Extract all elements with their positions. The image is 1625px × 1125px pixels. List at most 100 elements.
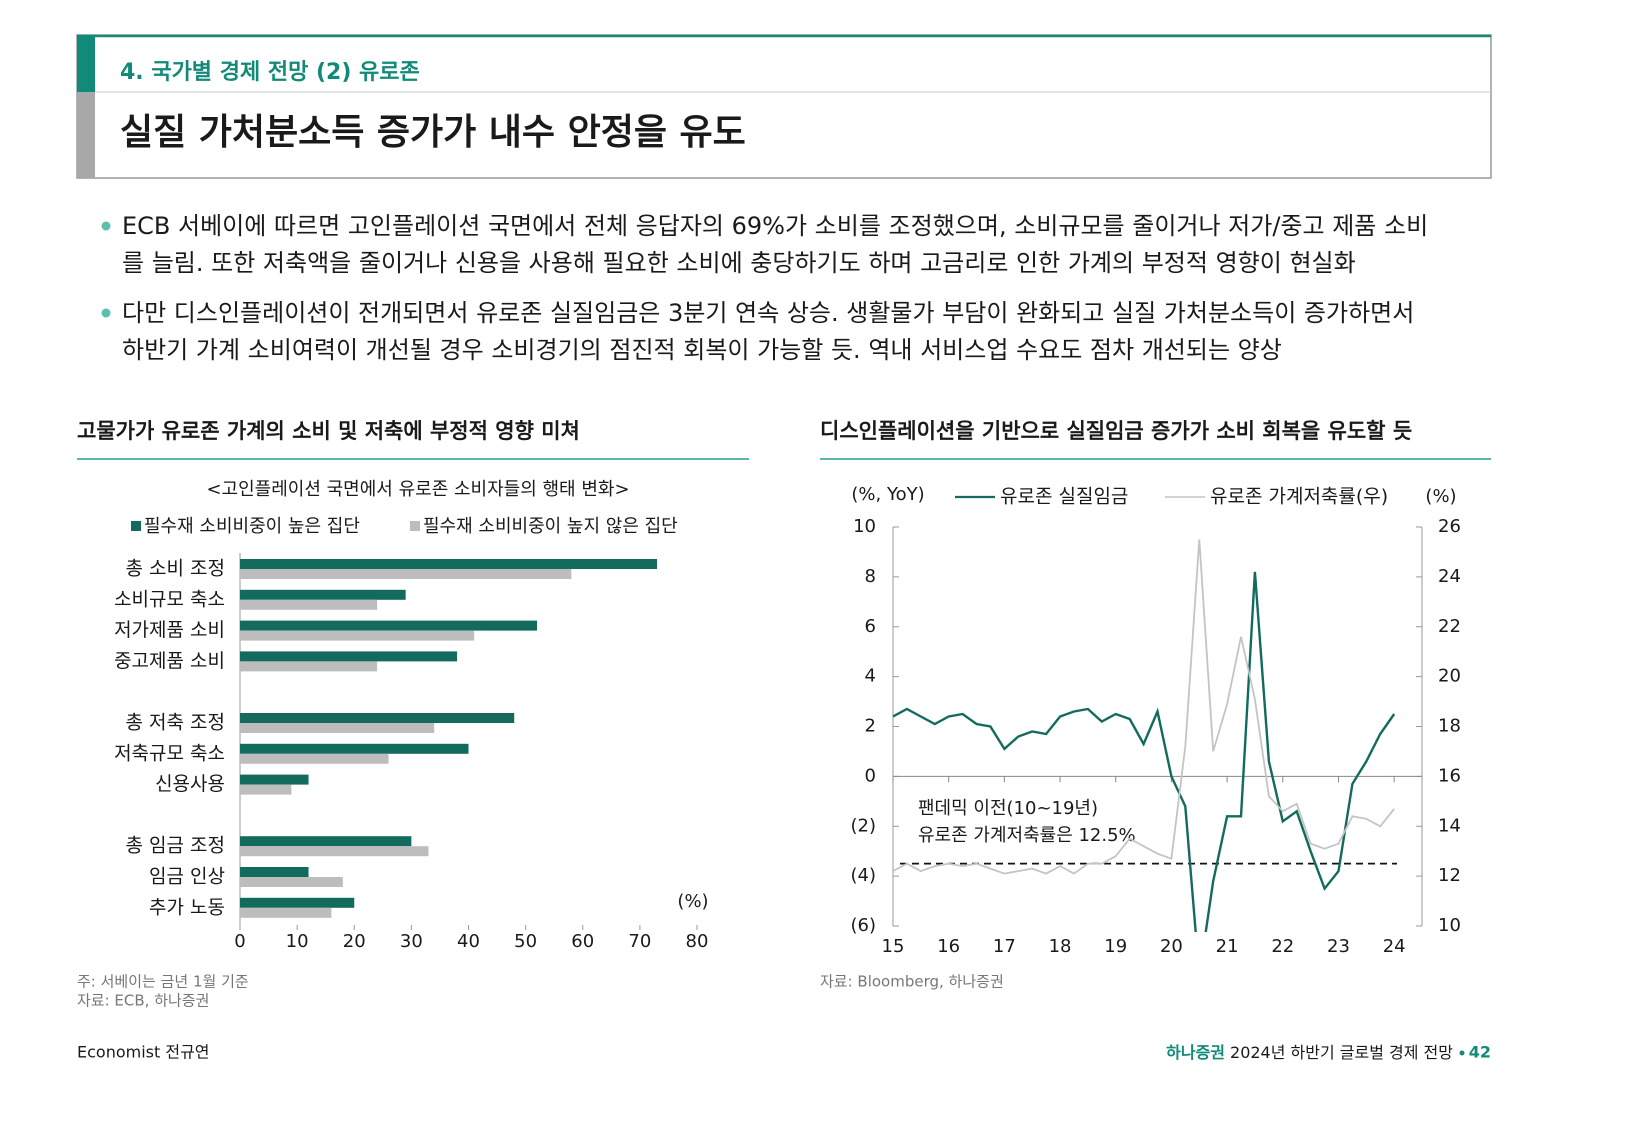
y-tick-label: (6) [851, 915, 877, 936]
y2-tick-label: 18 [1438, 716, 1461, 737]
bar [240, 907, 332, 918]
footer-author: Economist 전규연 [77, 1043, 210, 1062]
legend-swatch [410, 521, 420, 531]
x-tick-label: 60 [571, 931, 594, 952]
bar [240, 713, 515, 723]
x-tick-label: 70 [628, 931, 651, 952]
category-label: 소비규모 축소 [114, 588, 225, 610]
bar [240, 846, 429, 857]
bar [240, 836, 412, 847]
legend-label: 유로존 실질임금 [1000, 486, 1128, 508]
y-tick-label: 10 [853, 516, 876, 537]
y2-tick-label: 14 [1438, 815, 1461, 836]
x-tick-label: 16 [937, 936, 960, 957]
section-label: 4. 국가별 경제 전망 (2) 유로존 [120, 60, 420, 85]
page-title: 실질 가처분소득 증가가 내수 안정을 유도 [120, 112, 746, 153]
header-accent-gray [77, 92, 95, 178]
x-tick-label: 23 [1327, 936, 1350, 957]
bullet-line: 하반기 가계 소비여력이 개선될 경우 소비경기의 점진적 회복이 가능할 듯.… [122, 336, 1282, 364]
x-tick-label: 21 [1216, 936, 1239, 957]
bar [240, 620, 538, 631]
bullet-line: ECB 서베이에 따르면 고인플레이션 국면에서 전체 응답자의 69%가 소비… [122, 212, 1428, 240]
header-box [76, 34, 1492, 179]
y2-unit: (%) [1425, 486, 1456, 507]
x-tick-label: 19 [1104, 936, 1127, 957]
bar [240, 559, 658, 569]
category-label: 중고제품 소비 [114, 650, 225, 672]
footer-title: 2024년 하반기 글로벌 경제 전망 [1230, 1043, 1453, 1062]
bullet-dot [101, 308, 111, 318]
y2-tick-label: 12 [1438, 865, 1461, 886]
category-label: 총 임금 조정 [126, 835, 225, 857]
chart-subtitle: <고인플레이션 국면에서 유로존 소비자들의 행태 변화> [206, 479, 629, 500]
x-tick-label: 17 [993, 936, 1016, 957]
bar [240, 774, 309, 785]
bar [240, 877, 343, 887]
unit-label: (%) [677, 891, 708, 912]
x-tick-label: 22 [1271, 936, 1294, 957]
y-tick-label: 8 [865, 566, 876, 587]
bar [240, 630, 475, 641]
y2-tick-label: 20 [1438, 666, 1461, 687]
footer-page: 42 [1469, 1043, 1491, 1062]
category-label: 신용사용 [155, 773, 225, 795]
y2-tick-label: 24 [1438, 566, 1461, 587]
series-line [893, 539, 1395, 875]
y2-tick-label: 26 [1438, 516, 1461, 537]
chart-title: 디스인플레이션을 기반으로 실질임금 증가가 소비 회복을 유도할 듯 [820, 419, 1412, 443]
bar [240, 743, 469, 754]
bullet-dot [101, 221, 111, 231]
x-tick-label: 20 [343, 931, 366, 952]
bar [240, 651, 458, 662]
note: 자료: Bloomberg, 하나증권 [820, 973, 1004, 991]
y-tick-label: 4 [865, 666, 876, 687]
bullet-line: 다만 디스인플레이션이 전개되면서 유로존 실질임금은 3분기 연속 상승. 생… [122, 299, 1414, 327]
legend-label: 필수재 소비비중이 높은 집단 [144, 516, 360, 537]
x-tick-label: 18 [1049, 936, 1072, 957]
category-label: 추가 노동 [149, 896, 225, 918]
y-tick-label: 2 [865, 716, 876, 737]
footer-brand: 하나증권 [1166, 1043, 1225, 1062]
y-tick-label: 6 [865, 616, 876, 637]
bar [240, 589, 406, 600]
x-tick-label: 30 [400, 931, 423, 952]
x-tick-label: 20 [1160, 936, 1183, 957]
note: 자료: ECB, 하나증권 [77, 992, 209, 1010]
y-unit: (%, YoY) [851, 484, 924, 505]
y-tick-label: (2) [851, 815, 877, 836]
legend-label: 유로존 가계저축률(우) [1210, 486, 1388, 508]
x-tick-label: 15 [882, 936, 905, 957]
bullet-line: 를 늘림. 또한 저축액을 줄이거나 신용을 사용해 필요한 소비에 충당하기도… [122, 249, 1356, 277]
x-tick-label: 24 [1383, 936, 1406, 957]
category-label: 총 저축 조정 [126, 712, 225, 734]
category-label: 임금 인상 [149, 866, 225, 888]
chart-title: 고물가가 유로존 가계의 소비 및 저축에 부정적 영향 미쳐 [77, 419, 580, 443]
header-accent [77, 35, 95, 92]
bar [240, 569, 572, 579]
bar [240, 723, 435, 733]
category-label: 저축규모 축소 [114, 742, 225, 764]
x-tick-label: 0 [234, 931, 245, 952]
y2-tick-label: 22 [1438, 616, 1461, 637]
y-tick-label: 0 [865, 765, 876, 786]
bar [240, 784, 292, 795]
bar [240, 753, 389, 764]
footer-separator [1459, 1050, 1465, 1056]
x-tick-label: 80 [686, 931, 709, 952]
bar [240, 867, 309, 877]
legend-label: 필수재 소비비중이 높지 않은 집단 [423, 516, 678, 537]
x-tick-label: 50 [514, 931, 537, 952]
x-tick-label: 10 [286, 931, 309, 952]
annotation: 팬데믹 이전(10~19년) [918, 798, 1098, 819]
y2-tick-label: 16 [1438, 765, 1461, 786]
x-tick-label: 40 [457, 931, 480, 952]
note: 주: 서베이는 금년 1월 기준 [77, 973, 249, 991]
legend-swatch [131, 521, 141, 531]
series-line [893, 571, 1396, 932]
annotation: 유로존 가계저축률은 12.5% [918, 825, 1136, 846]
category-label: 총 소비 조정 [126, 558, 225, 580]
bar [240, 897, 355, 908]
category-label: 저가제품 소비 [114, 619, 225, 641]
y2-tick-label: 10 [1438, 915, 1461, 936]
